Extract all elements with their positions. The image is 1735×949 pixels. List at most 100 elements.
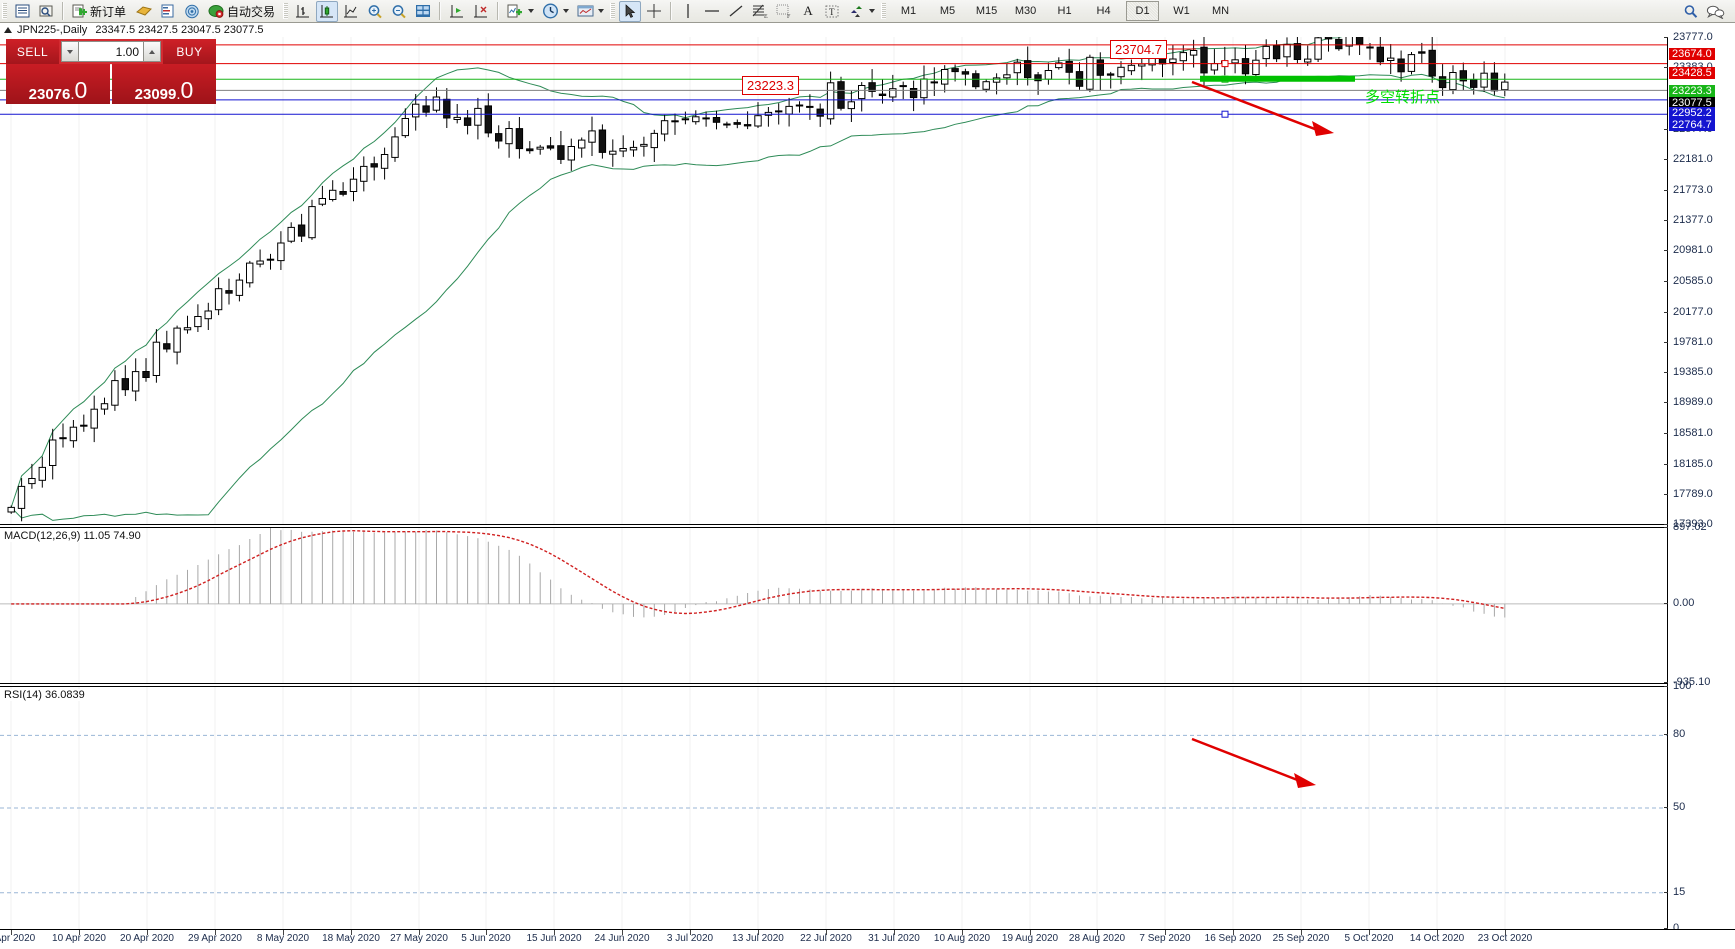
price-level-tag[interactable]: 22952.2 bbox=[1669, 107, 1715, 119]
rsi-panel[interactable] bbox=[0, 686, 1667, 929]
toolbar-grip[interactable] bbox=[2, 3, 7, 19]
bar-chart-icon[interactable] bbox=[292, 1, 314, 22]
axis-tick-label: 20585.0 bbox=[1664, 275, 1713, 287]
arrows-icon[interactable] bbox=[845, 1, 867, 22]
zoom-in-icon[interactable] bbox=[364, 1, 386, 22]
line-chart-icon[interactable] bbox=[340, 1, 362, 22]
toolbar-separator-4 bbox=[670, 2, 673, 20]
axis-tick-label: 50 bbox=[1664, 801, 1685, 813]
vertical-line-icon[interactable] bbox=[677, 1, 699, 22]
horizontal-line-icon[interactable] bbox=[701, 1, 723, 22]
date-tick-label: 29 Apr 2020 bbox=[188, 933, 242, 944]
toolbar-grip-2[interactable] bbox=[283, 3, 289, 19]
axis-tick-label: 897.02 bbox=[1664, 521, 1707, 533]
toolbar-separator-3 bbox=[497, 2, 500, 20]
data-window-icon[interactable] bbox=[35, 1, 57, 22]
date-tick-label: 8 May 2020 bbox=[256, 933, 310, 944]
date-tick-label: 19 Aug 2020 bbox=[1001, 933, 1059, 944]
timeframe-m1[interactable]: M1 bbox=[900, 5, 917, 17]
timeframe-m5[interactable]: M5 bbox=[939, 5, 956, 17]
tile-windows-icon[interactable] bbox=[412, 1, 434, 22]
timeframe-m30[interactable]: M30 bbox=[1014, 5, 1037, 17]
axis-tick-label: 20981.0 bbox=[1664, 244, 1713, 256]
candlestick-chart-icon[interactable] bbox=[316, 0, 339, 22]
annotation-high-price-box[interactable]: 23704.7 bbox=[1110, 40, 1167, 59]
timeframe-mn[interactable]: MN bbox=[1211, 5, 1230, 17]
price-chart-panel[interactable] bbox=[0, 37, 1667, 525]
date-tick bbox=[1097, 930, 1098, 935]
fibonacci-icon[interactable]: E bbox=[749, 1, 771, 22]
axis-tick-label: 17789.0 bbox=[1664, 488, 1713, 500]
sell-price[interactable]: 23076 . 0 bbox=[6, 64, 110, 104]
autotrading-button[interactable]: 自动交易 bbox=[205, 1, 280, 22]
date-tick bbox=[1165, 930, 1166, 935]
zoom-out-icon[interactable] bbox=[388, 1, 410, 22]
timeframe-h4[interactable]: H4 bbox=[1096, 5, 1111, 17]
lot-increase-button[interactable] bbox=[143, 41, 161, 62]
text-box-icon[interactable]: T bbox=[821, 1, 843, 22]
date-tick bbox=[758, 930, 759, 935]
timeframe-m15[interactable]: M15 bbox=[975, 5, 998, 17]
collapse-triangle-icon[interactable] bbox=[4, 27, 12, 33]
period-dropdown-caret[interactable] bbox=[563, 9, 570, 13]
price-level-tag[interactable]: 23077.5 bbox=[1669, 97, 1715, 109]
indicators-dropdown-caret[interactable] bbox=[528, 9, 535, 13]
annotation-turning-point-text[interactable]: 多空转折点 bbox=[1365, 88, 1441, 106]
sell-button[interactable]: SELL bbox=[6, 39, 59, 64]
indicators-icon[interactable] bbox=[504, 1, 526, 22]
price-level-tag[interactable]: 23428.5 bbox=[1669, 67, 1715, 79]
date-tick bbox=[1369, 930, 1370, 935]
cursor-icon[interactable] bbox=[619, 0, 642, 22]
date-tick-label: 24 Jun 2020 bbox=[594, 933, 650, 944]
rsi-scale[interactable]: 100 80 50 15 0 bbox=[1664, 680, 1735, 934]
date-tick-label: 14 Oct 2020 bbox=[1409, 933, 1465, 944]
date-tick bbox=[11, 930, 12, 935]
timeframe-h1[interactable]: H1 bbox=[1057, 5, 1072, 17]
fib-letter: E bbox=[764, 14, 768, 19]
annotation-mid-price-box[interactable]: 23223.3 bbox=[742, 76, 799, 95]
buy-button[interactable]: BUY bbox=[163, 39, 216, 64]
axis-tick-label: -935.10 bbox=[1664, 676, 1710, 688]
price-level-tag[interactable]: 23674.0 bbox=[1669, 48, 1715, 60]
arrows-dropdown-caret[interactable] bbox=[869, 9, 876, 13]
channel-icon[interactable]: F bbox=[773, 1, 795, 22]
terminal-icon[interactable] bbox=[133, 1, 155, 22]
trendline-icon[interactable] bbox=[725, 1, 747, 22]
macd-scale[interactable]: 897.02 0.00 -935.10 bbox=[1664, 521, 1735, 688]
toolbar-grip-4[interactable] bbox=[881, 3, 887, 19]
price-level-tag[interactable]: 23223.3 bbox=[1669, 85, 1715, 97]
shift-chart-icon[interactable] bbox=[446, 1, 468, 22]
lot-decrease-button[interactable] bbox=[61, 41, 79, 62]
signals-icon[interactable] bbox=[181, 1, 203, 22]
text-label-icon[interactable]: A bbox=[803, 3, 813, 18]
new-order-button[interactable]: 新订单 bbox=[69, 1, 131, 22]
axis-tick-label: 22181.0 bbox=[1664, 153, 1713, 165]
date-axis[interactable]: 1 Apr 2020 10 Apr 2020 20 Apr 2020 29 Apr 2… bbox=[0, 929, 1735, 949]
timeframe-w1[interactable]: W1 bbox=[1173, 5, 1190, 17]
chat-icon[interactable] bbox=[1704, 1, 1726, 22]
crosshair-icon[interactable] bbox=[643, 1, 665, 22]
buy-price[interactable]: 23099 . 0 bbox=[112, 64, 216, 104]
date-tick-label: 22 Jul 2020 bbox=[800, 933, 852, 944]
autoscroll-icon[interactable] bbox=[470, 1, 492, 22]
lot-size-stepper[interactable]: 1.00 bbox=[59, 39, 163, 64]
date-tick-label: 28 Aug 2020 bbox=[1068, 933, 1126, 944]
axis-tick-label: 15 bbox=[1664, 886, 1685, 898]
templates-dropdown-caret[interactable] bbox=[598, 9, 605, 13]
navigator-icon[interactable] bbox=[157, 1, 179, 22]
date-tick bbox=[79, 930, 80, 935]
market-watch-icon[interactable] bbox=[11, 1, 33, 22]
axis-tick-label: 19781.0 bbox=[1664, 336, 1713, 348]
macd-panel[interactable] bbox=[0, 527, 1667, 684]
period-clock-icon[interactable] bbox=[539, 1, 561, 22]
lot-size-value[interactable]: 1.00 bbox=[79, 41, 143, 62]
date-tick bbox=[1505, 930, 1506, 935]
buy-price-decimal: 0 bbox=[180, 77, 194, 104]
price-level-tag[interactable]: 22764.7 bbox=[1669, 119, 1715, 131]
timeframe-d1[interactable]: D1 bbox=[1126, 1, 1160, 21]
templates-icon[interactable] bbox=[574, 1, 596, 22]
toolbar-grip-3[interactable] bbox=[610, 3, 616, 19]
rsi-indicator-label: RSI(14) 36.0839 bbox=[2, 689, 87, 701]
search-icon[interactable] bbox=[1680, 1, 1702, 22]
